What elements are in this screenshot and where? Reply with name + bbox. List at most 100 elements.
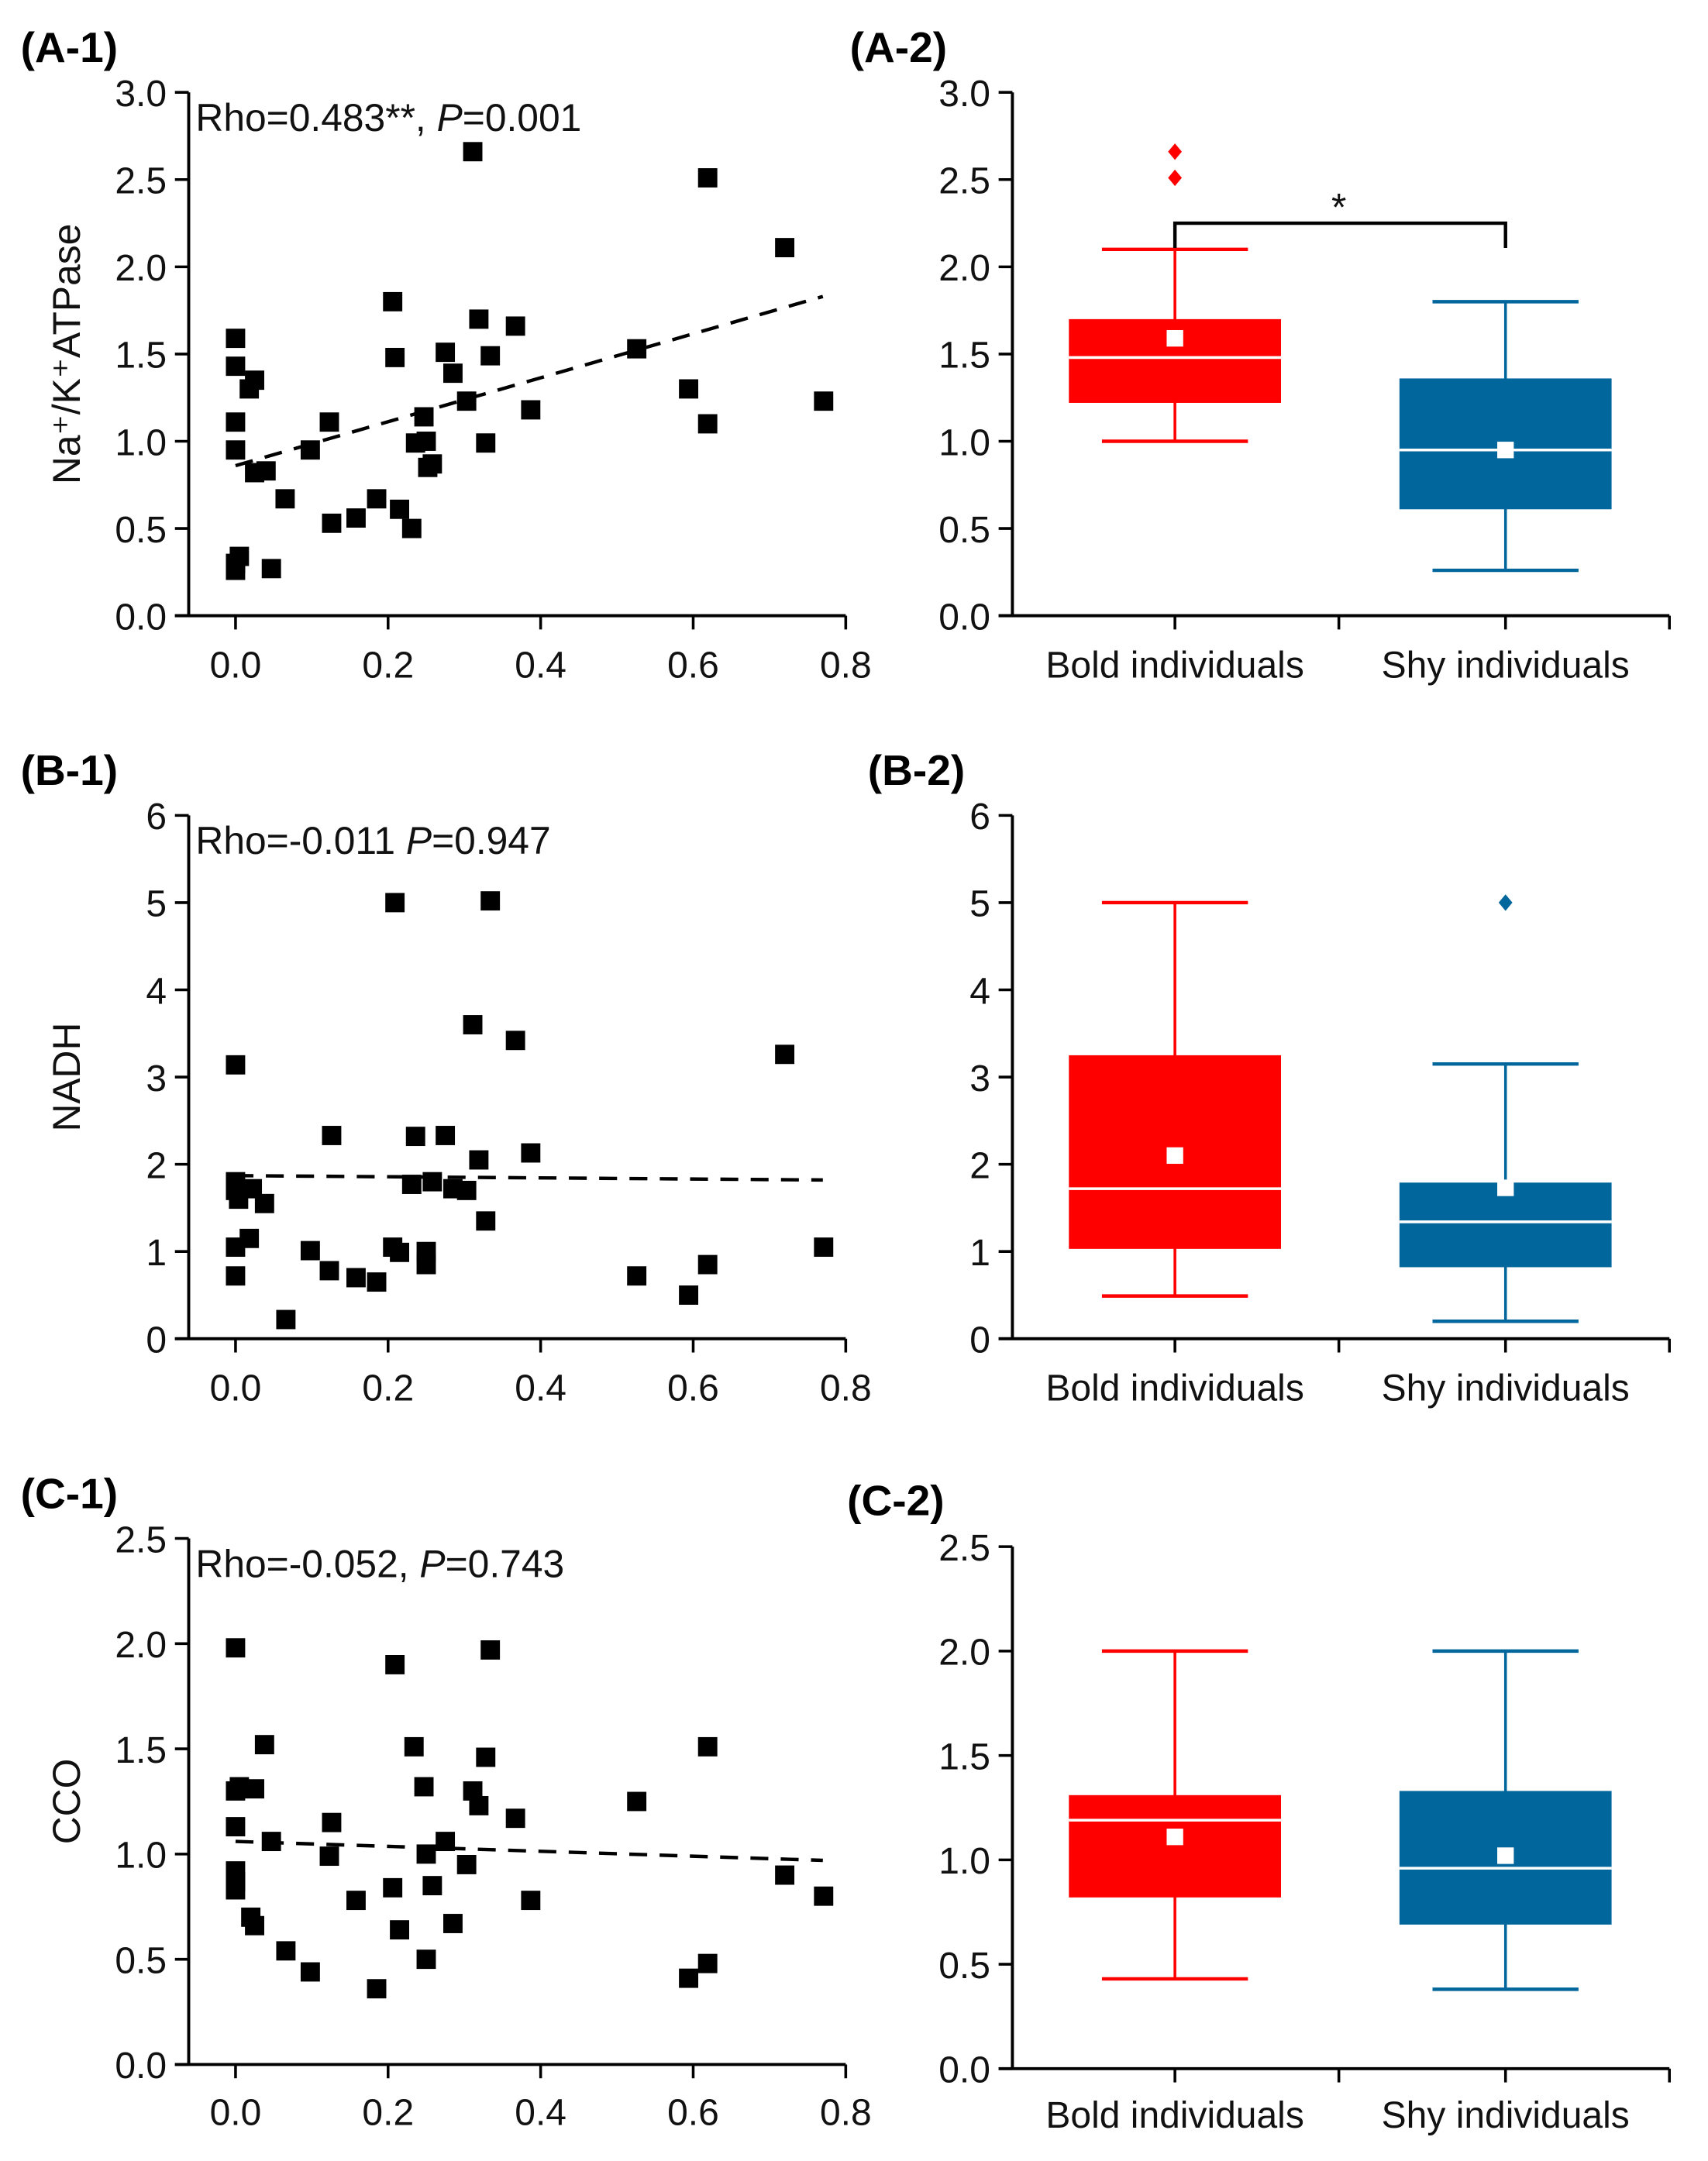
panel-a1: (A-1) 0.0 0.5 1.0 1.5 2.0 2.5 3.0 0.0 0.2 0.4 0.6 0.… — [21, 23, 872, 686]
data-point — [422, 454, 442, 474]
p-symbol: P — [419, 1542, 445, 1585]
y-tick-label: 0.5 — [115, 1940, 167, 1981]
data-point — [367, 1979, 387, 1999]
y-tick-label: 3.0 — [115, 74, 167, 115]
y-tick-label: 0.0 — [938, 2050, 990, 2091]
data-point — [505, 316, 525, 336]
y-tick-label: 2 — [146, 1145, 167, 1186]
data-point — [697, 1736, 718, 1757]
data-point — [521, 400, 541, 420]
x-tick-label: 0.6 — [667, 645, 719, 686]
box-shy — [1399, 1649, 1612, 1991]
panel-c1: (C-1) 0.0 0.5 1.0 1.5 2.0 2.5 0.0 0.2 0.4 0.6 0.8 Rh… — [21, 1469, 872, 2133]
data-point — [627, 1791, 647, 1812]
y-tick-label: 0 — [969, 1320, 990, 1361]
data-point — [697, 1254, 718, 1275]
y-tick-label: 3.0 — [938, 74, 990, 115]
data-point — [414, 1777, 434, 1797]
y-tick-label: 6 — [146, 797, 167, 838]
outlier-point — [1168, 143, 1183, 160]
data-point — [261, 559, 281, 579]
significance-label: * — [1331, 186, 1346, 229]
x-tick-label: 0.8 — [820, 1368, 872, 1409]
data-point — [436, 342, 456, 363]
x-tick-label: 0.2 — [362, 645, 414, 686]
x-tick-label: 0.0 — [210, 645, 262, 686]
data-point — [679, 379, 699, 399]
y-tick-label: 2.0 — [115, 248, 167, 289]
y-tick-label: 1.0 — [938, 422, 990, 463]
p-value: =0.001 — [463, 96, 582, 139]
y-tick-label: 1.5 — [938, 336, 990, 377]
data-point — [627, 1266, 647, 1286]
y-tick-label: 2.5 — [938, 161, 990, 202]
data-point — [226, 329, 246, 349]
box-shy — [1399, 894, 1612, 1323]
y-tick-label: 2 — [969, 1145, 990, 1186]
data-point — [505, 1031, 525, 1051]
data-point — [521, 1143, 541, 1163]
y-tick-label: 1 — [146, 1233, 167, 1274]
trend-line — [235, 1174, 823, 1182]
data-point — [627, 339, 647, 359]
data-point — [390, 1242, 409, 1262]
data-point — [245, 1915, 264, 1936]
data-point — [416, 432, 436, 451]
data-point — [463, 142, 483, 162]
data-point — [346, 508, 366, 528]
data-point — [416, 1949, 436, 1970]
data-point — [226, 560, 246, 580]
data-point — [422, 1876, 442, 1896]
x-tick-label: 0.0 — [210, 2093, 262, 2134]
y-tick-label: 2.5 — [938, 1528, 990, 1569]
data-point — [275, 489, 295, 509]
y-tick-label: 1.0 — [115, 422, 167, 463]
iqr-box — [1069, 1795, 1281, 1898]
data-point — [469, 1150, 489, 1170]
data-point — [276, 1309, 296, 1330]
y-tick-label: 4 — [969, 971, 990, 1012]
data-point — [476, 433, 496, 453]
data-point — [322, 1126, 342, 1145]
x-tick-label: 0.8 — [820, 645, 872, 686]
panel-label: (A-1) — [21, 23, 118, 71]
data-point — [469, 309, 489, 329]
data-point — [775, 238, 795, 258]
y-tick-label: 1 — [969, 1233, 990, 1274]
x-tick-label: 0.4 — [515, 1368, 566, 1409]
data-point — [697, 414, 718, 434]
data-point — [469, 1795, 489, 1815]
x-tick-label: 0.0 — [210, 1368, 262, 1409]
data-point — [476, 1747, 496, 1767]
panel-label: (C-2) — [847, 1476, 944, 1524]
p-value: =0.743 — [446, 1542, 565, 1585]
data-point — [775, 1044, 795, 1065]
y-tick-label: 2.0 — [115, 1625, 167, 1666]
data-point — [775, 1865, 795, 1885]
correlation-annotation: Rho=-0.011 P=0.947 — [195, 819, 550, 862]
data-point — [385, 893, 405, 913]
rho-text: Rho=-0.011 — [195, 819, 406, 862]
y-tick-label: 1.5 — [115, 336, 167, 377]
data-point — [226, 440, 246, 460]
data-point — [226, 356, 246, 377]
y-tick-label: 1.0 — [115, 1836, 167, 1877]
data-point — [383, 291, 403, 311]
y-tick-label: 0.0 — [115, 597, 167, 638]
panel-b2: (B-2) 0 1 2 3 4 5 6 Bold individuals Shy individu… — [868, 746, 1672, 1409]
y-tick-label: 0.0 — [938, 597, 990, 638]
data-point — [226, 412, 246, 432]
data-point — [276, 1941, 296, 1961]
data-point — [814, 1886, 834, 1906]
category-label: Bold individuals — [1045, 2095, 1303, 2136]
mean-marker — [1497, 442, 1514, 459]
x-tick-label: 0.6 — [667, 2093, 719, 2134]
box-bold — [1069, 143, 1281, 443]
y-tick-label: 2.0 — [938, 1633, 990, 1674]
data-point — [319, 412, 339, 432]
data-point — [226, 1638, 246, 1658]
y-tick-label: 1.0 — [938, 1841, 990, 1882]
significance-bracket — [1173, 221, 1507, 249]
mean-marker — [1166, 1147, 1183, 1165]
